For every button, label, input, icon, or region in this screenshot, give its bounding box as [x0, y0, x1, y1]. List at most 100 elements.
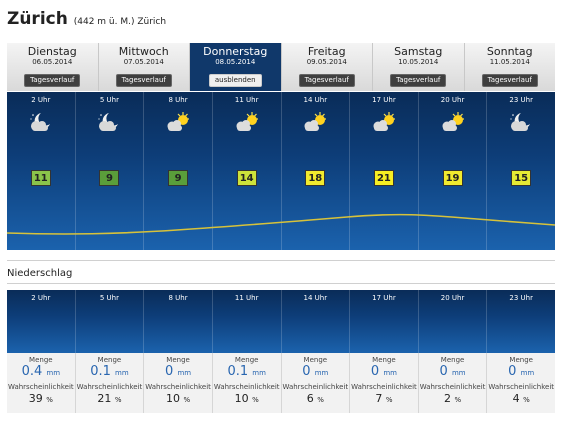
- day-date: 10.05.2014: [398, 58, 439, 66]
- amount-value: 0: [508, 364, 517, 379]
- sun-cloud-icon: [301, 110, 329, 134]
- day-tab-donnerstag[interactable]: Donnerstag 08.05.2014 ausblenden: [190, 43, 282, 91]
- hour-label: 11 Uhr: [234, 96, 259, 104]
- precipitation-panel: 2 Uhr 5 Uhr 8 Uhr 11 Uhr 14 Uhr 17 Uhr 20 Uhr 2…: [7, 290, 555, 353]
- amount-label: Menge: [372, 356, 396, 364]
- hour-label: 23 Uhr: [509, 96, 533, 104]
- day-detail-button[interactable]: Tagesverlauf: [24, 74, 81, 87]
- day-date: 09.05.2014: [306, 58, 347, 66]
- precip-stat: Menge 0.1 mm Wahrscheinlichkeit 10 %: [212, 353, 282, 413]
- precip-hour-column: 23 Uhr: [487, 290, 555, 353]
- temperature-badge: 18: [305, 170, 326, 186]
- day-date: 11.05.2014: [489, 58, 530, 66]
- temperature-badge: 11: [30, 170, 51, 186]
- day-name: Mittwoch: [118, 45, 169, 58]
- amount-unit: mm: [177, 369, 192, 377]
- hour-label: 23 Uhr: [509, 294, 533, 302]
- precipitation-stats: Menge 0.4 mm Wahrscheinlichkeit 39 % Menge 0.…: [7, 353, 555, 413]
- day-date: 08.05.2014: [215, 58, 256, 66]
- day-name: Samstag: [394, 45, 443, 58]
- hour-label: 14 Uhr: [303, 294, 328, 302]
- precip-probability: 10 %: [213, 392, 281, 407]
- precip-hour-column: 8 Uhr: [144, 290, 213, 353]
- probability-value: 10: [165, 392, 180, 405]
- precip-hour-column: 17 Uhr: [350, 290, 419, 353]
- forecast-panel: 2 Uhr 11 5 Uhr 9 8 Uhr 9 11 Uhr 14 14 Uhr 18 17 Uh…: [7, 92, 555, 250]
- precip-stat: Menge 0.4 mm Wahrscheinlichkeit 39 %: [7, 353, 76, 413]
- precip-hour-column: 14 Uhr: [282, 290, 351, 353]
- hour-column: 17 Uhr 21: [350, 92, 419, 250]
- day-name: Donnerstag: [203, 45, 268, 58]
- precipitation-heading: Niederschlag: [7, 268, 73, 279]
- probability-value: 2: [443, 392, 451, 405]
- divider: [7, 283, 555, 284]
- precip-stat: Menge 0 mm Wahrscheinlichkeit 4 %: [487, 353, 555, 413]
- temperature-badge: 9: [99, 170, 120, 186]
- precip-probability: 7 %: [350, 392, 418, 407]
- day-tab-dienstag[interactable]: Dienstag 06.05.2014 Tagesverlauf: [7, 43, 99, 91]
- amount-unit: mm: [46, 369, 61, 377]
- probability-label: Wahrscheinlichkeit: [145, 383, 211, 391]
- probability-unit: %: [523, 396, 530, 404]
- hour-column: 8 Uhr 9: [144, 92, 213, 250]
- day-tab-mittwoch[interactable]: Mittwoch 07.05.2014 Tagesverlauf: [98, 43, 190, 91]
- hour-label: 17 Uhr: [372, 96, 396, 104]
- precip-stat: Menge 0 mm Wahrscheinlichkeit 7 %: [350, 353, 419, 413]
- amount-label: Menge: [303, 356, 328, 364]
- probability-unit: %: [317, 396, 324, 404]
- hour-label: 8 Uhr: [168, 96, 188, 104]
- day-detail-button[interactable]: Tagesverlauf: [481, 74, 538, 87]
- day-tab-sonntag[interactable]: Sonntag 11.05.2014 Tagesverlauf: [464, 43, 555, 91]
- probability-label: Wahrscheinlichkeit: [351, 383, 417, 391]
- precip-hour-column: 20 Uhr: [419, 290, 488, 353]
- precip-hour-column: 2 Uhr: [7, 290, 76, 353]
- page-title: Zürich (442 m ü. M.) Zürich: [7, 9, 166, 29]
- divider: [7, 260, 555, 261]
- precip-probability: 21 %: [76, 392, 144, 407]
- amount-unit: mm: [252, 369, 266, 377]
- amount-value: 0.4: [21, 364, 43, 379]
- hour-label: 5 Uhr: [99, 294, 119, 302]
- hour-label: 2 Uhr: [31, 96, 51, 104]
- amount-unit: mm: [383, 369, 397, 377]
- probability-value: 7: [375, 392, 383, 405]
- hour-column: 11 Uhr 14: [213, 92, 282, 250]
- hour-label: 14 Uhr: [303, 96, 328, 104]
- temperature-badge: 14: [236, 170, 257, 186]
- amount-unit: mm: [314, 369, 329, 377]
- probability-label: Wahrscheinlichkeit: [7, 383, 74, 391]
- hour-label: 2 Uhr: [31, 294, 51, 302]
- probability-unit: %: [46, 396, 53, 404]
- day-detail-button[interactable]: Tagesverlauf: [298, 74, 355, 87]
- probability-unit: %: [183, 396, 191, 404]
- temperature-badge: 9: [168, 170, 189, 186]
- hour-label: 8 Uhr: [168, 294, 188, 302]
- day-tab-freitag[interactable]: Freitag 09.05.2014 Tagesverlauf: [281, 43, 373, 91]
- hour-label: 17 Uhr: [372, 294, 396, 302]
- precip-probability: 39 %: [7, 392, 75, 407]
- hide-button[interactable]: ausblenden: [208, 74, 262, 87]
- probability-value: 6: [306, 392, 314, 405]
- day-name: Freitag: [307, 45, 346, 58]
- sun-cloud-icon: [370, 110, 398, 134]
- amount-label: Menge: [440, 356, 465, 364]
- amount-label: Menge: [166, 356, 190, 364]
- day-tab-samstag[interactable]: Samstag 10.05.2014 Tagesverlauf: [373, 43, 465, 91]
- day-tabs: Dienstag 06.05.2014 Tagesverlauf Mittwoch 07…: [7, 43, 555, 91]
- day-detail-button[interactable]: Tagesverlauf: [390, 74, 447, 87]
- amount-value: 0.1: [90, 364, 111, 379]
- probability-unit: %: [454, 396, 462, 404]
- moon-cloud-icon: [27, 110, 55, 134]
- sun-cloud-icon: [164, 110, 192, 134]
- precip-amount: 0.1 mm: [76, 365, 144, 380]
- sun-cloud-icon: [439, 110, 467, 134]
- precip-stat: Menge 0 mm Wahrscheinlichkeit 6 %: [281, 353, 351, 413]
- hour-column: 20 Uhr 19: [419, 92, 488, 250]
- probability-label: Wahrscheinlichkeit: [488, 383, 555, 391]
- temperature-curve: [7, 213, 555, 235]
- day-detail-button[interactable]: Tagesverlauf: [115, 74, 172, 87]
- probability-value: 4: [512, 392, 520, 405]
- hour-label: 20 Uhr: [440, 294, 465, 302]
- moon-cloud-icon: [95, 110, 123, 134]
- location-name: Zürich: [7, 9, 68, 29]
